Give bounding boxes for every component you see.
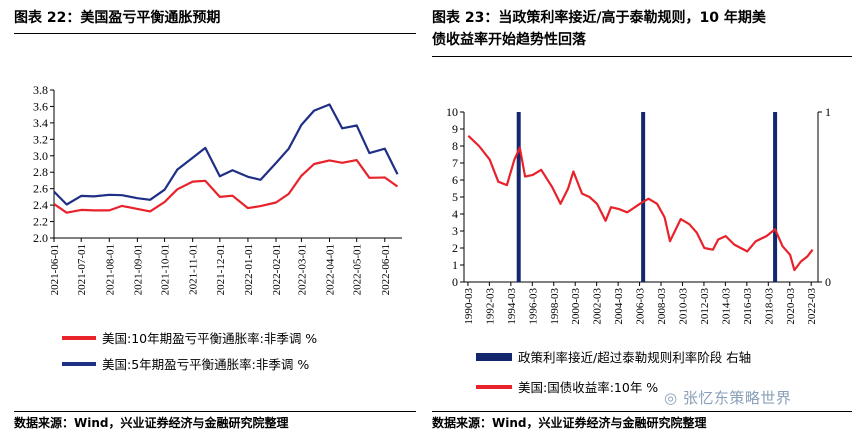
- watermark-text: 张忆东策略世界: [682, 389, 792, 407]
- left-y-tick-label: 3.4: [33, 116, 48, 130]
- left-x-tick-label: 2022-02-01: [271, 244, 283, 295]
- right-y-tick-label: 3: [452, 224, 458, 238]
- left-x-tick-label: 2021-06-01: [49, 244, 61, 295]
- right-y-tick-label: 9: [452, 122, 458, 136]
- right-chart-title-line2: 债收益率开始趋势性回落: [432, 32, 586, 48]
- right-policy-bar: [516, 112, 521, 282]
- right-x-tick-label: 2010-03: [677, 288, 689, 325]
- left-series-5y-line: [53, 103, 399, 206]
- left-y-tick-label: 2.6: [33, 182, 48, 196]
- left-x-tick-label: 2022-03-01: [296, 244, 308, 295]
- left-x-tick-label: 2022-05-01: [352, 244, 364, 295]
- right-x-tick-label: 1994-03: [506, 288, 518, 325]
- left-x-tick-label: 2022-04-01: [325, 244, 337, 295]
- left-y-tick-label: 2.2: [33, 215, 48, 229]
- right-x-tick-label: 2020-03: [785, 288, 797, 325]
- left-x-tick-label: 2021-10-01: [160, 244, 172, 295]
- right-policy-bar: [773, 112, 778, 282]
- right-legend-swatch-bar: [476, 353, 512, 361]
- left-y-tick-label: 3.6: [33, 99, 48, 113]
- wechat-icon: ◎: [664, 389, 683, 407]
- right-y-tick-label: 6: [452, 173, 458, 187]
- left-x-tick-label: 2021-09-01: [132, 244, 144, 295]
- left-x-tick-label: 2022-01-01: [243, 244, 255, 295]
- left-y-tick-label: 3.2: [33, 132, 48, 146]
- right-source-rule: [432, 411, 852, 412]
- left-source-note: 数据来源：Wind，兴业证券经济与金融研究院整理: [14, 416, 289, 430]
- right-y2-tick-label: 0: [825, 275, 831, 289]
- right-y-tick-label: 0: [452, 275, 458, 289]
- right-x-tick-label: 2022-03: [806, 288, 818, 325]
- right-legend-label-bar: 政策利率接近/超过泰勒规则利率阶段 右轴: [518, 350, 751, 365]
- left-series-10y-line: [53, 158, 399, 214]
- right-x-tick-label: 1998-03: [549, 288, 561, 325]
- right-y-tick-label: 7: [452, 156, 458, 170]
- right-x-tick-label: 2004-03: [613, 288, 625, 325]
- left-chart: 2.0 2.2 2.4 2.6 2.8 3.0 3.2 3.4 3.6 3.8 2021-06-01…: [33, 83, 402, 372]
- right-x-tick-label: 1990-03: [463, 288, 475, 325]
- right-x-tick-label: 2018-03: [763, 288, 775, 325]
- right-y-tick-label: 2: [452, 241, 458, 255]
- right-x-tick-label: 2008-03: [656, 288, 668, 325]
- left-y-tick-label: 3.0: [33, 149, 48, 163]
- left-source-rule: [14, 411, 416, 412]
- right-legend-label-line: 美国:国债收益率:10年 %: [518, 380, 658, 395]
- right-policy-bar: [641, 112, 646, 282]
- right-y-tick-label: 1: [452, 258, 458, 272]
- right-title-rule: [432, 56, 852, 57]
- left-x-tick-label: 2021-12-01: [215, 244, 227, 295]
- right-y-tick-label: 5: [452, 190, 458, 204]
- left-y-tick-label: 2.4: [33, 198, 48, 212]
- left-legend-label: 美国:10年期盈亏平衡通胀率:非季调 %: [102, 331, 317, 346]
- right-y-tick-label: 8: [452, 139, 458, 153]
- left-x-tick-label: 2021-07-01: [76, 244, 88, 295]
- left-title-rule: [14, 33, 416, 34]
- right-y2-tick-label: 1: [825, 105, 831, 119]
- right-x-tick-label: 2012-03: [699, 288, 711, 325]
- right-x-tick-label: 2000-03: [570, 288, 582, 325]
- right-series-yield-line: [467, 135, 814, 272]
- right-y-tick-label: 10: [446, 105, 458, 119]
- right-chart-title-line1: 图表 23：当政策利率接近/高于泰勒规则，10 年期美: [432, 10, 766, 26]
- left-x-tick-label: 2022-06-01: [380, 244, 392, 295]
- right-source-note: 数据来源：Wind，兴业证券经济与金融研究院整理: [432, 416, 707, 430]
- right-x-tick-label: 1996-03: [527, 288, 539, 325]
- right-x-tick-label: 2016-03: [742, 288, 754, 325]
- left-x-tick-label: 2021-11-01: [188, 244, 200, 295]
- right-y-tick-label: 4: [452, 207, 458, 221]
- left-y-tick-label: 2.0: [33, 231, 48, 245]
- right-x-tick-label: 1992-03: [484, 288, 496, 325]
- right-x-tick-label: 2006-03: [635, 288, 647, 325]
- watermark: ◎ 张忆东策略世界: [664, 387, 791, 408]
- left-chart-title: 图表 22：美国盈亏平衡通胀预期: [14, 10, 221, 26]
- left-y-tick-label: 2.8: [33, 165, 48, 179]
- right-x-tick-label: 2014-03: [720, 288, 732, 325]
- left-y-tick-label: 3.8: [33, 83, 48, 97]
- left-legend-label: 美国:5年期盈亏平衡通胀率:非季调 %: [102, 357, 309, 372]
- left-x-tick-label: 2021-08-01: [104, 244, 116, 295]
- right-x-tick-label: 2002-03: [592, 288, 604, 325]
- right-chart: 0 1 2 3 4 5 6 7 8 9 10 0 1 1990-03 1992-03 1994-03 1996-…: [446, 105, 831, 395]
